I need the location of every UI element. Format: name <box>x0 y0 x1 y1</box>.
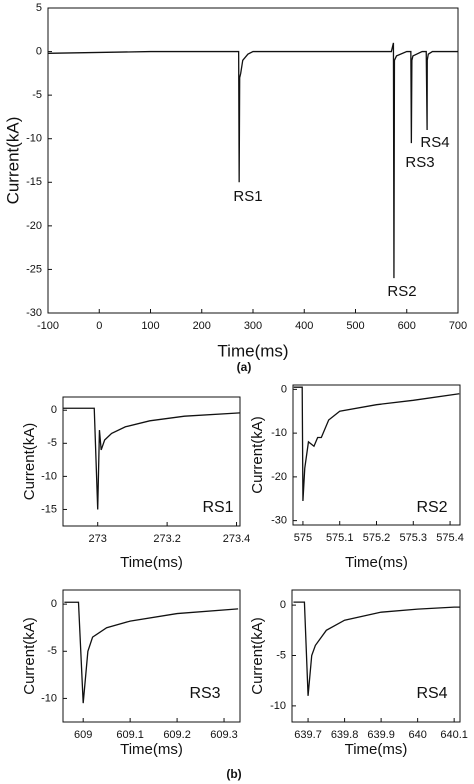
x-tick-label: 575.4 <box>436 532 464 544</box>
panel-label: (b) <box>226 767 241 781</box>
x-tick-label: 609.1 <box>116 729 144 741</box>
y-tick-label: -30 <box>26 307 42 319</box>
x-axis-label: Time(ms) <box>120 741 183 758</box>
x-tick-label: 600 <box>398 320 416 332</box>
y-tick-label: -10 <box>270 700 286 712</box>
plot-area <box>293 601 460 696</box>
y-axis-label: Current(kA) <box>249 416 266 494</box>
plot-area <box>63 407 240 510</box>
y-tick-label: 0 <box>51 404 57 416</box>
annotation: RS2 <box>387 283 416 300</box>
x-tick-label: 700 <box>449 320 467 332</box>
y-tick-label: 0 <box>51 598 57 610</box>
y-tick-label: -15 <box>26 176 42 188</box>
axes-frame <box>291 589 461 723</box>
x-tick-label: 639.9 <box>367 729 395 741</box>
x-tick-label: 273.2 <box>153 533 181 545</box>
panel-label: (a) <box>237 360 252 374</box>
trace-label: RS2 <box>416 499 447 516</box>
plot-area <box>64 601 239 704</box>
y-axis-label: Current(kA) <box>3 117 22 205</box>
x-tick-label: 273.4 <box>223 533 251 545</box>
y-tick-label: -20 <box>271 471 287 483</box>
current-trace <box>63 407 240 510</box>
x-tick-label: 575 <box>294 532 312 544</box>
y-tick-label: -30 <box>271 515 287 527</box>
x-tick-label: 575.2 <box>363 532 391 544</box>
x-tick-label: 100 <box>141 320 159 332</box>
y-axis-label: Current(kA) <box>21 423 38 501</box>
trace-label: RS1 <box>202 499 233 516</box>
x-axis-label: Time(ms) <box>217 341 288 360</box>
y-axis-label: Current(kA) <box>21 617 38 695</box>
axes-frame <box>292 384 461 526</box>
y-tick-label: -5 <box>47 645 57 657</box>
y-tick-label: -5 <box>32 89 42 101</box>
x-tick-label: 609.2 <box>163 729 191 741</box>
axes-frame <box>62 589 241 723</box>
x-tick-label: -100 <box>37 320 59 332</box>
x-axis-label: Time(ms) <box>345 741 408 758</box>
y-tick-label: 0 <box>280 599 286 611</box>
y-tick-label: -10 <box>41 692 57 704</box>
annotation: RS1 <box>233 188 262 205</box>
x-tick-label: 400 <box>295 320 313 332</box>
x-tick-label: 0 <box>96 320 102 332</box>
y-tick-label: -10 <box>41 470 57 482</box>
trace-label: RS3 <box>189 685 220 702</box>
x-tick-label: 640 <box>408 729 426 741</box>
annotation: RS4 <box>420 134 449 151</box>
trace-label: RS4 <box>416 685 447 702</box>
y-tick-label: -10 <box>271 427 287 439</box>
axes-frame <box>47 7 459 314</box>
current-trace <box>293 386 460 501</box>
x-tick-label: 639.7 <box>294 729 322 741</box>
plot-area <box>48 42 458 279</box>
x-tick-label: 300 <box>244 320 262 332</box>
y-tick-label: -5 <box>47 437 57 449</box>
y-tick-label: -25 <box>26 263 42 275</box>
x-axis-label: Time(ms) <box>345 554 408 571</box>
y-axis-label: Current(kA) <box>249 617 266 695</box>
y-tick-label: 0 <box>36 45 42 57</box>
y-tick-label: -5 <box>276 649 286 661</box>
annotation: RS3 <box>405 154 434 171</box>
plot-area <box>293 386 460 501</box>
x-axis-label: Time(ms) <box>120 554 183 571</box>
y-tick-label: -10 <box>26 133 42 145</box>
current-trace <box>64 601 239 704</box>
x-tick-label: 639.8 <box>331 729 359 741</box>
x-tick-label: 200 <box>193 320 211 332</box>
y-tick-label: 0 <box>281 383 287 395</box>
x-tick-label: 500 <box>346 320 364 332</box>
x-tick-label: 575.3 <box>400 532 428 544</box>
y-tick-label: -15 <box>41 503 57 515</box>
y-tick-label: -20 <box>26 220 42 232</box>
axes-frame <box>62 396 241 527</box>
y-tick-label: 5 <box>36 2 42 14</box>
x-tick-label: 640.1 <box>440 729 468 741</box>
x-tick-label: 609.3 <box>210 729 238 741</box>
x-tick-label: 575.1 <box>326 532 354 544</box>
x-tick-label: 609 <box>74 729 92 741</box>
current-trace <box>293 601 460 696</box>
current-trace <box>48 42 458 279</box>
x-tick-label: 273 <box>89 533 107 545</box>
